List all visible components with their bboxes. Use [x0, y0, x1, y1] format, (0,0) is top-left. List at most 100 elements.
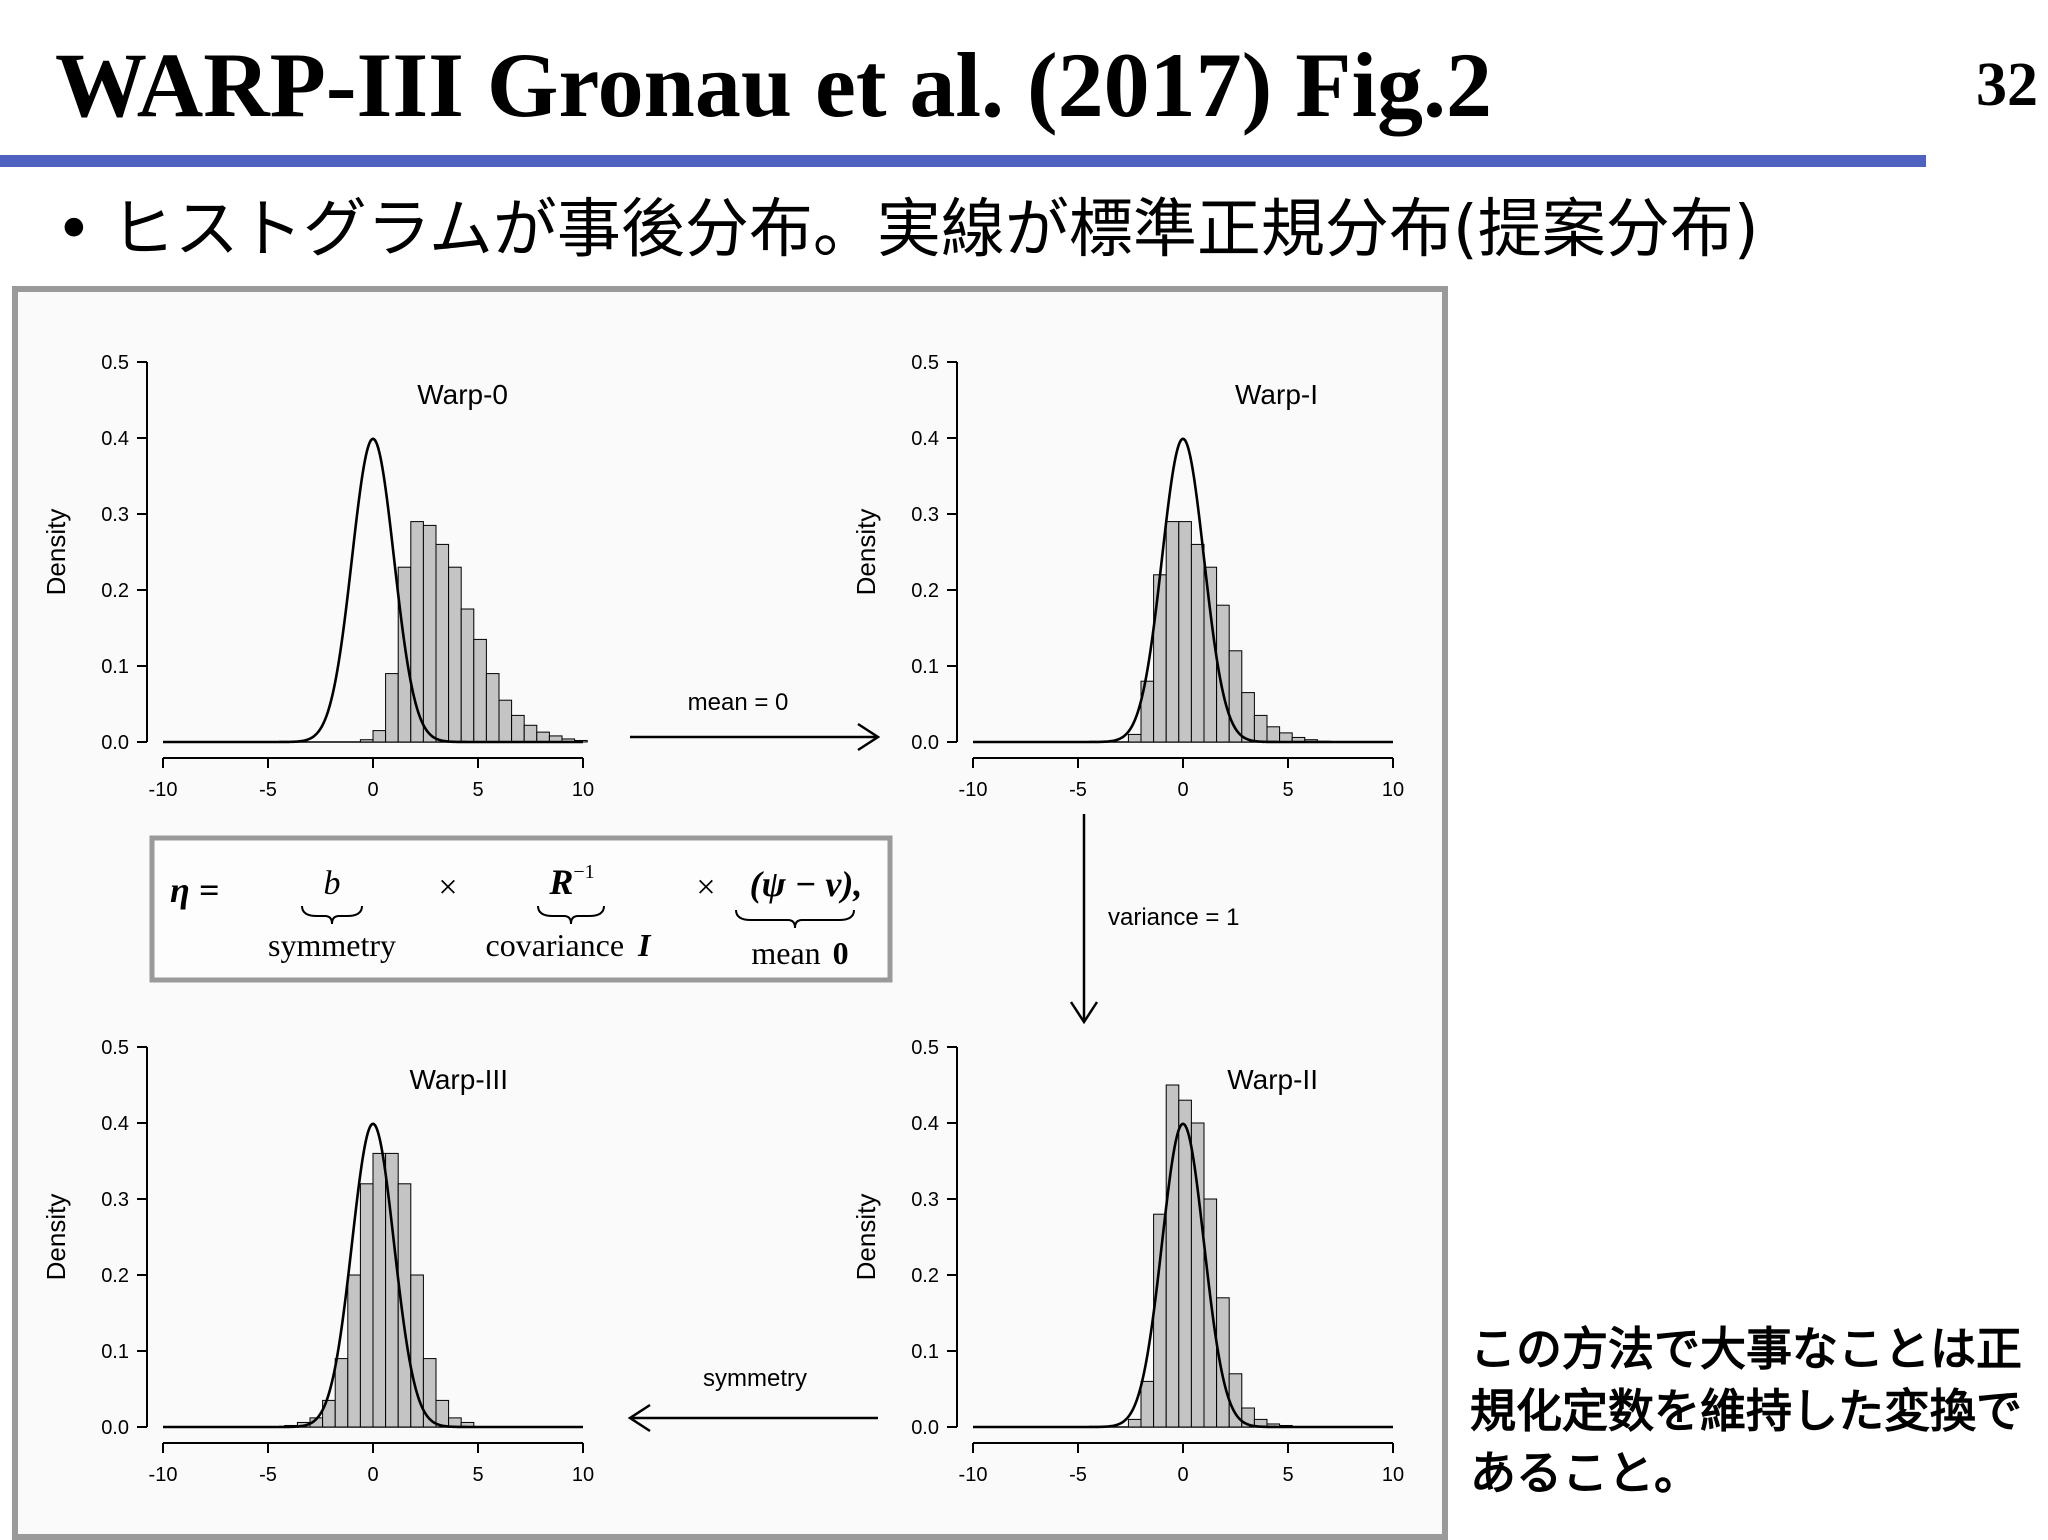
histogram-bar: [1203, 1198, 1218, 1428]
normal-density-curve: [163, 437, 583, 744]
chart-panel-1: 0.0 0.1 0.2 0.3 0.4 0.5 -10 -5 0 5 10 Density Warp-0: [41, 352, 594, 801]
chart-panel-4: 0.0 0.1 0.2 0.3 0.4 0.5 -10 -5 0 5 10 Density Warp-I…: [41, 1037, 594, 1486]
histogram-bar: [347, 1274, 361, 1428]
y-tick-label: 0.2: [101, 580, 129, 602]
formula-term-r: R−1: [548, 861, 594, 902]
note-text: この方法で大事なことは正規化定数を維持した変換であること。: [1470, 1322, 2022, 1500]
y-tick-label: 0.5: [101, 352, 129, 374]
formula-term-b: b: [324, 865, 341, 902]
x-tick-label: 10: [572, 779, 594, 801]
histogram-bar: [334, 1358, 349, 1428]
histogram-bar: [435, 1399, 450, 1428]
formula-lhs: η =: [170, 870, 219, 910]
y-tick-label: 0.1: [911, 1341, 939, 1363]
y-tick-label: 0.2: [911, 580, 939, 602]
x-tick-label: -10: [959, 779, 988, 801]
chart-panel-2: 0.0 0.1 0.2 0.3 0.4 0.5 -10 -5 0 5 10 Density Warp-I: [851, 352, 1404, 801]
x-tick-label: 0: [1177, 1464, 1188, 1486]
x-tick-label: -5: [259, 1464, 277, 1486]
arrow-symmetry: symmetry: [627, 1365, 878, 1433]
formula-label-mean-zero: 0: [833, 935, 849, 971]
histogram-bar: [473, 638, 487, 743]
histogram-bar: [397, 566, 412, 743]
x-tick-label: 5: [472, 779, 483, 801]
x-tick-label: 5: [1282, 779, 1293, 801]
formula-label-covariance: covariance I: [485, 927, 652, 963]
histogram-bar: [448, 566, 462, 743]
chart-title: Warp-II: [1227, 1064, 1318, 1095]
histogram-bar: [1190, 543, 1205, 743]
y-tick-label: 0.2: [101, 1265, 129, 1287]
histogram-bar: [1216, 1297, 1230, 1428]
x-tick-label: 5: [472, 1464, 483, 1486]
histogram-bar: [359, 739, 374, 743]
histogram-bar: [1140, 1380, 1155, 1428]
figure-frame: 0.0 0.1 0.2 0.3 0.4 0.5 -10 -5 0 5 10 Density Warp-0…: [12, 286, 1448, 1540]
histogram-bar: [372, 1152, 387, 1428]
x-tick-label: -5: [1069, 1464, 1087, 1486]
slide-title: WARP-III Gronau et al. (2017) Fig.2: [55, 34, 1493, 136]
title-rule: [0, 155, 1926, 167]
y-tick-label: 0.0: [911, 1417, 939, 1439]
formula-border: [149, 835, 893, 983]
formula-label-cov-i: I: [637, 927, 652, 963]
histogram-bar: [422, 1358, 437, 1428]
histogram-bar: [1190, 1122, 1205, 1428]
formula-label-mean: mean 0: [751, 935, 848, 971]
histogram-bar: [1279, 732, 1293, 743]
x-tick-label: 10: [1382, 1464, 1404, 1486]
histogram-bar: [523, 724, 538, 743]
formula-label-cov-word: covariance: [485, 927, 624, 963]
chart-title: Warp-0: [417, 379, 508, 410]
histogram-bar: [1253, 714, 1268, 743]
x-tick-label: -10: [149, 1464, 178, 1486]
y-tick-label: 0.4: [911, 428, 939, 450]
chart-title: Warp-III: [409, 1064, 508, 1095]
x-tick-label: -5: [259, 779, 277, 801]
formula-times-2: ×: [696, 869, 715, 906]
y-tick-label: 0.3: [101, 1189, 129, 1211]
bullet-text: ヒストグラムが事後分布。実線が標準正規分布(提案分布): [110, 193, 1759, 267]
normal-density-curve: [973, 1122, 1393, 1429]
brace-covariance: [537, 905, 605, 925]
histogram-bar: [498, 699, 513, 743]
x-tick-label: 0: [367, 1464, 378, 1486]
arrow-variance-label: variance = 1: [1108, 904, 1239, 931]
x-tick-label: -10: [959, 1464, 988, 1486]
histogram-bar: [1153, 1213, 1167, 1428]
y-tick-label: 0.2: [911, 1265, 939, 1287]
histogram-bar: [536, 731, 550, 743]
bullet-dot-icon: •: [55, 193, 93, 267]
arrow-symmetry-head: [627, 1403, 651, 1433]
arrow-mean-label: mean = 0: [688, 689, 789, 716]
histogram-bar: [422, 524, 437, 743]
y-axis-label: Density: [851, 1194, 881, 1281]
figure-canvas: 0.0 0.1 0.2 0.3 0.4 0.5 -10 -5 0 5 10 Density Warp-0…: [41, 352, 1404, 1486]
arrow-variance: variance = 1: [1069, 814, 1239, 1025]
y-tick-label: 0.5: [911, 1037, 939, 1059]
x-tick-label: -10: [149, 779, 178, 801]
y-tick-label: 0.5: [911, 352, 939, 374]
histogram-bar: [359, 1183, 374, 1428]
chart-title: Warp-I: [1235, 379, 1318, 410]
formula-label-mean-word: mean: [751, 935, 820, 971]
y-tick-label: 0.4: [101, 1113, 129, 1135]
histogram-bar: [1178, 521, 1192, 743]
y-tick-label: 0.0: [911, 732, 939, 754]
histogram-bar: [410, 1274, 424, 1428]
y-axis-label: Density: [851, 509, 881, 596]
arrow-symmetry-label: symmetry: [703, 1365, 807, 1392]
arrow-mean: mean = 0: [630, 689, 881, 752]
formula-term-r-sup: −1: [573, 861, 594, 883]
histogram-bar: [1153, 574, 1167, 743]
bullet-point: • ヒストグラムが事後分布。実線が標準正規分布(提案分布): [55, 185, 1759, 275]
histogram-bar: [1241, 692, 1255, 743]
histogram-bar: [435, 543, 450, 743]
y-tick-label: 0.4: [101, 428, 129, 450]
y-axis-label: Density: [41, 509, 71, 596]
x-tick-label: 0: [1177, 779, 1188, 801]
y-tick-label: 0.1: [101, 656, 129, 678]
histogram-bar: [372, 730, 387, 743]
histogram-bar: [1165, 521, 1180, 743]
normal-density-curve: [163, 1122, 583, 1429]
